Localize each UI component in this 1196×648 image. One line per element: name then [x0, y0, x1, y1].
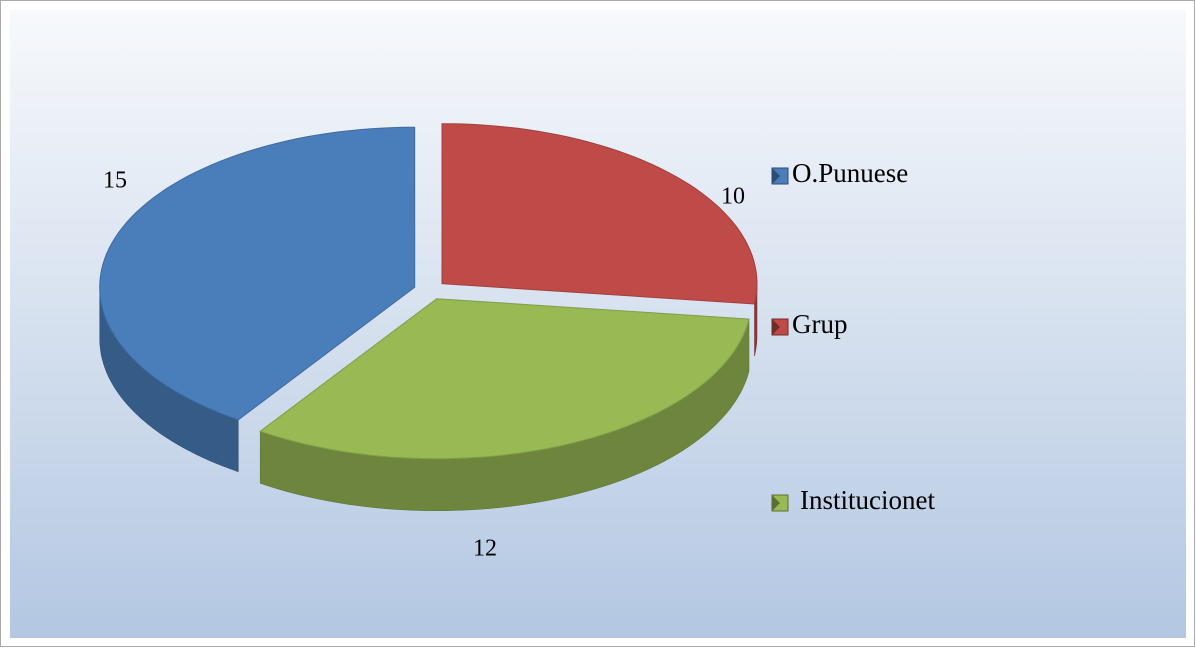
legend-swatch-shade: [772, 319, 780, 335]
legend-swatch-shade: [772, 168, 780, 184]
data-label: 10: [721, 184, 745, 210]
legend-label: Grup: [792, 309, 848, 339]
legend-swatch-shade: [772, 495, 780, 511]
slice: [99, 126, 416, 421]
legend-label: O.Punuese: [792, 158, 908, 188]
slice: [259, 298, 750, 460]
legend-label: Institucionet: [800, 485, 935, 515]
data-label: 15: [103, 168, 127, 194]
slice: [441, 123, 758, 305]
data-label: 12: [473, 536, 497, 562]
